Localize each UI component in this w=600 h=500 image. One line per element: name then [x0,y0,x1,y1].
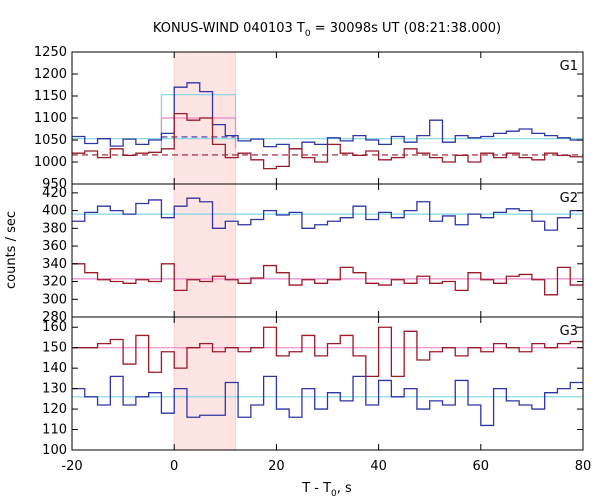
series-g1-red [72,112,583,170]
y-tick-label: 1200 [34,67,67,82]
x-tick-label: 40 [370,459,387,474]
series-g1-blue [72,82,583,150]
y-tick-label: 340 [42,257,67,272]
y-tick-label: 360 [42,239,67,254]
y-tick-label: 150 [42,341,67,356]
y-tick-label: 380 [42,221,67,236]
y-tick-label: 420 [42,186,67,201]
y-tick-label: 400 [42,204,67,219]
x-tick-label: 80 [575,459,592,474]
panel-g3: 100 110 120 130 140 150 160 G3 [42,316,584,458]
y-tick-label: 280 [42,310,67,325]
y-axis-label: counts / sec [4,211,19,289]
chart-title: KONUS-WIND 040103 T0 = 30098s UT (08:21:… [153,21,501,39]
panel-g1: 950 1000 1050 1100 1150 1200 1250 G1 [34,45,584,192]
y-tick-label: 160 [42,320,67,335]
y-tick-label: 120 [42,402,67,417]
burst-interval-highlight [173,52,237,450]
x-tick-label: -20 [61,459,82,474]
y-tick-label: 950 [42,177,67,192]
burst-interval-band [174,52,236,450]
panels: 950 1000 1050 1100 1150 1200 1250 G1 280 300 320 34… [34,45,584,458]
x-tick-label: 60 [473,459,490,474]
x-axis-label: T - T0, s [301,481,352,499]
x-axis: -20 0 20 40 60 80 [61,459,591,474]
series-g3-blue [72,375,583,427]
series-g3-red [72,326,583,377]
y-tick-label: 1000 [34,155,67,170]
x-tick-label: 20 [268,459,285,474]
panel-label-g2: G2 [560,191,578,206]
y-tick-label: 1050 [34,133,67,148]
panel-label-g3: G3 [560,324,578,339]
y-tick-label: 300 [42,292,67,307]
panel-frame-g3 [71,316,584,451]
y-tick-label: 100 [42,443,67,458]
y-tick-label: 1100 [34,111,67,126]
y-tick-label: 320 [42,275,67,290]
panel-g2: 280 300 320 340 360 380 400 420 G2 [42,183,584,325]
panel-label-g1: G1 [560,59,578,74]
panel-frame-g1 [71,51,584,185]
y-tick-label: 110 [42,423,67,438]
y-tick-label: 130 [42,382,67,397]
y-tick-label: 1150 [34,89,67,104]
x-tick-label: 0 [170,459,178,474]
series-g2-red [72,263,583,296]
y-tick-label: 1250 [34,45,67,60]
series-g2-blue [72,197,583,231]
y-tick-label: 140 [42,361,67,376]
